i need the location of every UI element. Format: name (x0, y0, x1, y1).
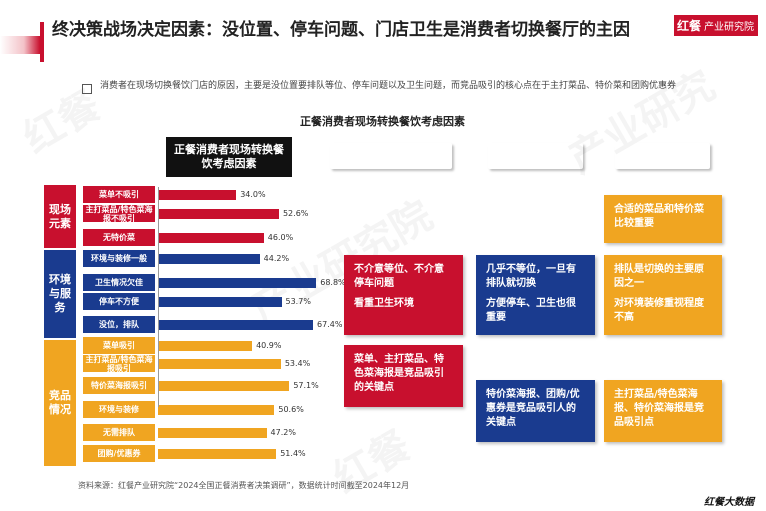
factor-bar (158, 359, 281, 369)
factor-label: 环境与装修 (83, 401, 155, 418)
brand-logo: 红餐 产业研究院 (673, 14, 758, 36)
insight-text: 看重卫生环境 (354, 298, 414, 309)
insight-keeper-competitor: 主打菜品/特色菜海报、特价菜海报是竞品吸引点 (604, 380, 722, 442)
factor-value-label: 44.2% (263, 254, 290, 263)
subtitle-bullet-icon (82, 84, 92, 94)
insight-text: 方便停车、卫生也很重要 (486, 298, 576, 323)
insight-carer-environment: 几乎不等位，一旦有排队就切换 方便停车、卫生也很重要 (476, 255, 595, 335)
factor-label: 没位，排队 (83, 316, 155, 333)
insight-text: 菜单、主打菜品、特色菜海报是竞品吸引的关键点 (354, 354, 444, 393)
factor-bar (158, 449, 277, 459)
insight-text: 对环境装修重视程度不高 (614, 298, 704, 323)
factor-label: 特价菜海报吸引 (83, 377, 155, 394)
factor-bar (158, 428, 267, 438)
factor-label: 主打菜品/特色菜海报吸引 (83, 355, 155, 373)
factor-value-label: 52.6% (282, 209, 309, 218)
page-subtitle: 消费者在现场切换餐饮门店的原因，主要是没位置要排队等位、停车问题以及卫生问题，而… (100, 81, 677, 91)
insight-text: 几乎不等位，一旦有排队就切换 (486, 264, 576, 289)
factor-bar (158, 297, 282, 307)
factor-value-label: 34.0% (240, 190, 266, 199)
factor-value-label: 50.6% (278, 405, 304, 414)
factor-bar (158, 209, 279, 219)
factor-value-label: 46.0% (267, 233, 294, 242)
factor-label: 环境与装修一般 (83, 250, 155, 267)
factor-value-label: 40.9% (256, 341, 282, 350)
watermark: 红餐 (15, 82, 109, 163)
factor-label: 无需排队 (83, 424, 155, 441)
brand-logo-text: 产业研究院 (704, 14, 758, 36)
insight-carer-competitor: 特价菜海报、团购/优惠券是竞品吸引人的关键点 (476, 380, 595, 442)
factor-label: 菜单不吸引 (83, 186, 155, 203)
source-note: 资料来源：红餐产业研究院“2024全国正餐消费者决策调研”，数据统计时间截至20… (78, 481, 410, 490)
factor-value-label: 51.4% (280, 449, 306, 458)
chart-title: 正餐消费者现场转换餐饮考虑因素 (300, 115, 465, 128)
category-label: 环境与服务 (44, 250, 76, 338)
factor-bar (158, 190, 237, 200)
type-header-keeper: 坚守者 (615, 143, 710, 169)
factor-bar (158, 278, 317, 288)
decorative-stripe (0, 36, 40, 54)
factor-bar (158, 341, 253, 351)
type-header-label: 坚守者 (644, 149, 681, 164)
chart-axis (158, 187, 159, 407)
insight-text: 不介意等位、不介意停车问题 (354, 264, 444, 289)
factor-value-label: 67.4% (317, 320, 343, 329)
factor-value-label: 47.2% (270, 428, 296, 437)
factor-label: 停车不方便 (83, 293, 155, 310)
insight-text: 特价菜海报、团购/优惠券是竞品吸引人的关键点 (486, 389, 580, 428)
type-header-carer: 照顾者 (488, 143, 583, 169)
title-accent-bar (40, 22, 44, 62)
factor-bar (158, 254, 260, 264)
brand-logo-mark: 红餐 (673, 14, 704, 36)
page-title: 终决策战场决定因素：没位置、停车问题、门店卫生是消费者切换餐厅的主因 (52, 20, 630, 40)
type-header-explorer: 探索者 (330, 143, 452, 169)
type-header-label: 照顾者 (517, 149, 554, 164)
category-label: 现场元素 (44, 185, 76, 248)
factor-label: 菜单吸引 (83, 337, 155, 354)
insight-text: 排队是切换的主要原因之一 (614, 264, 704, 289)
footer-logo: 红餐大数据 (704, 497, 754, 508)
type-header-label: 探索者 (372, 149, 409, 164)
factor-value-label: 68.8% (320, 278, 346, 287)
factor-label: 团购/优惠券 (83, 445, 155, 462)
insight-text: 合适的菜品和特价菜比较重要 (614, 204, 704, 229)
insight-explorer-competitor: 菜单、主打菜品、特色菜海报是竞品吸引的关键点 (344, 345, 463, 407)
insight-explorer-environment: 不介意等位、不介意停车问题 看重卫生环境 (344, 255, 463, 335)
factor-label: 卫生情况欠佳 (83, 274, 155, 291)
insight-text: 主打菜品/特色菜海报、特价菜海报是竞品吸引点 (614, 389, 704, 428)
factor-bar (158, 405, 275, 415)
insight-keeper-site: 合适的菜品和特价菜比较重要 (604, 195, 722, 243)
factor-value-label: 53.7% (285, 297, 311, 306)
insight-keeper-environment: 排队是切换的主要原因之一 对环境装修重视程度不高 (604, 255, 722, 335)
factor-bar (158, 381, 290, 391)
category-label: 竞品情况 (44, 340, 76, 466)
factor-bar (158, 233, 264, 243)
factor-column-header: 正餐消费者现场转换餐饮考虑因素 (166, 137, 292, 177)
factor-bar (158, 320, 314, 330)
factor-label: 主打菜品/特色菜海报不吸引 (83, 205, 155, 223)
factor-value-label: 53.4% (284, 359, 311, 368)
factor-value-label: 57.1% (293, 381, 319, 390)
factor-label: 无特价菜 (83, 229, 155, 246)
